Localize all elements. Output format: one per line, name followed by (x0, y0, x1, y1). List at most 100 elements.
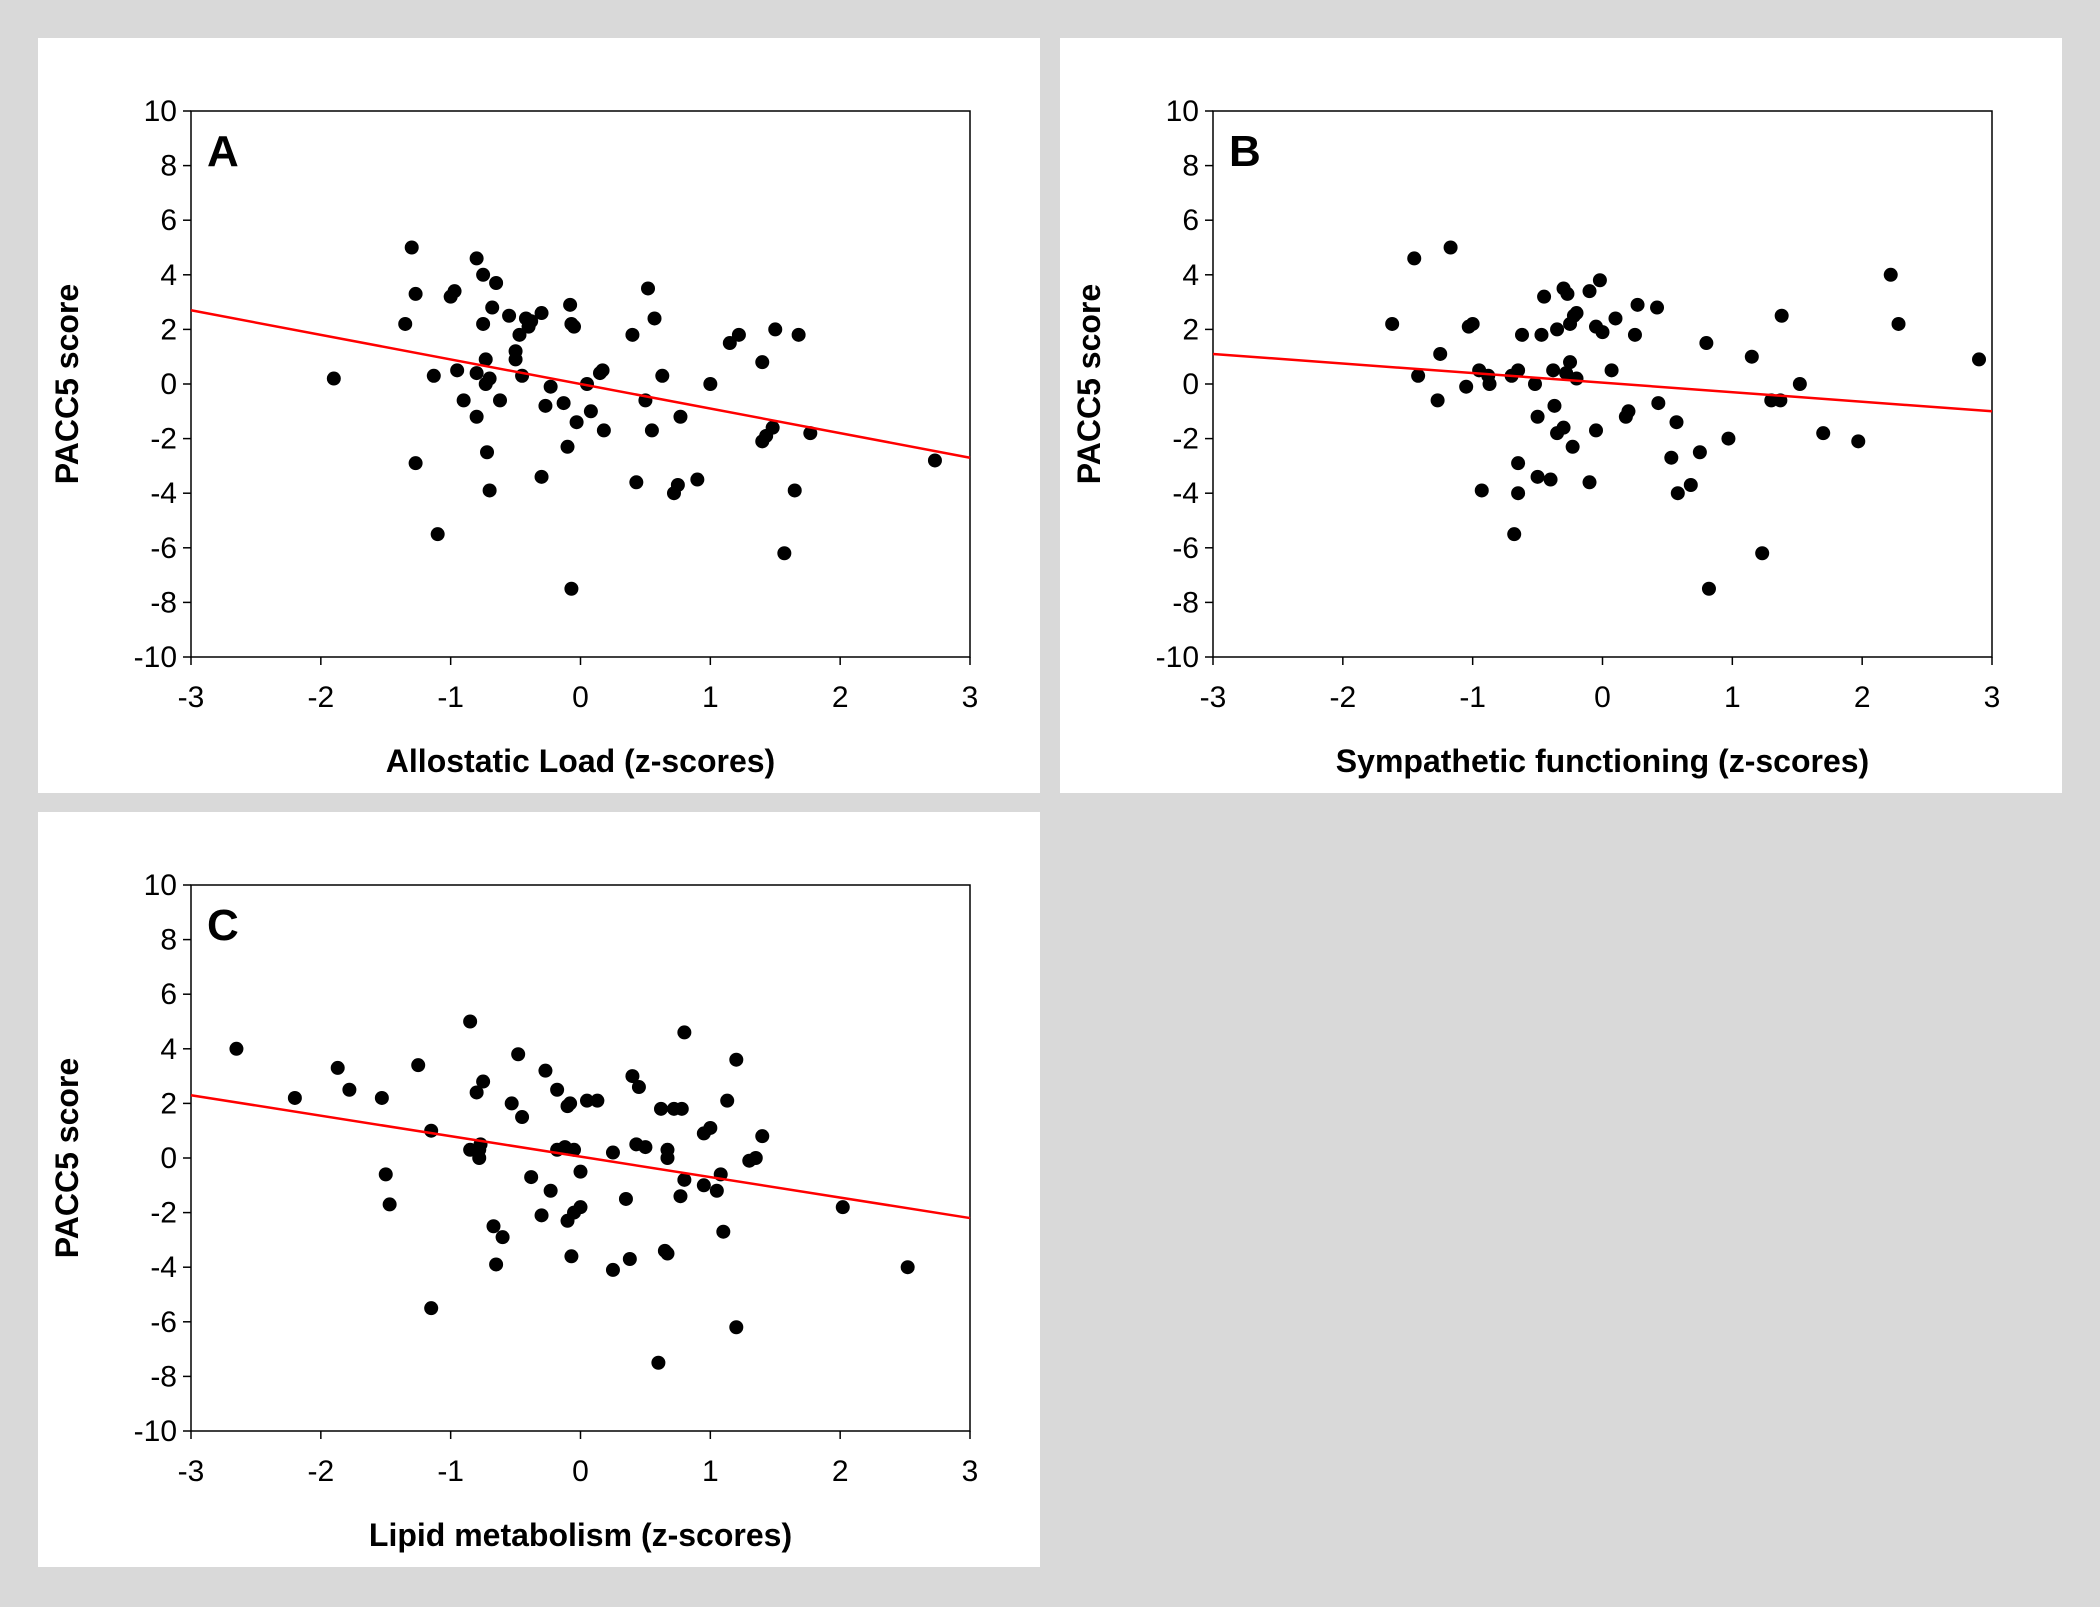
data-point (504, 1096, 519, 1111)
data-point (1511, 363, 1526, 378)
data-point (1651, 396, 1666, 411)
data-point (1589, 423, 1604, 438)
data-point (560, 439, 575, 454)
chart-panel-a: 10 8 6 4 2 0 -2 -4 -6 -8 -10 -3 -2 -1 0 1 2 3 Allostatic L… (38, 38, 1040, 793)
data-point (424, 1123, 439, 1138)
data-point (748, 1151, 763, 1165)
data-point (1582, 475, 1597, 490)
data-point (835, 1200, 850, 1215)
data-point (703, 377, 718, 391)
data-point (618, 1191, 633, 1206)
y-tick-label: 6 (160, 978, 177, 1011)
data-point (755, 355, 770, 370)
data-point (1430, 393, 1445, 408)
data-point (486, 1219, 501, 1234)
data-point (1530, 469, 1545, 484)
data-point (564, 1249, 579, 1264)
data-point (489, 275, 504, 290)
data-point (674, 1101, 689, 1116)
data-point (641, 281, 656, 296)
data-point (1816, 426, 1831, 441)
regression-line (1212, 352, 1993, 413)
data-point (1621, 404, 1636, 419)
y-axis-title: PACC5 score (49, 284, 85, 484)
data-point (765, 420, 780, 435)
y-tick-label: 2 (160, 1087, 177, 1120)
y-tick-label: 4 (1182, 259, 1199, 292)
data-point (729, 1320, 744, 1335)
data-point (567, 319, 582, 334)
data-point (382, 1197, 397, 1212)
chart-panel-c: 10 8 6 4 2 0 -2 -4 -6 -8 -10 -3 -2 -1 0 1 2 3 Lipid metabo… (38, 812, 1040, 1567)
data-point (660, 1151, 675, 1165)
data-point (716, 1224, 731, 1239)
data-point (638, 1140, 653, 1155)
y-tick-label: 8 (160, 150, 177, 183)
data-point (342, 1082, 357, 1097)
data-point (1556, 420, 1571, 435)
y-tick-label: -4 (150, 477, 177, 510)
data-point (493, 393, 508, 408)
y-tick-label: 8 (1182, 150, 1199, 183)
data-point (330, 1060, 345, 1075)
data-point (287, 1090, 302, 1105)
data-point (476, 316, 491, 331)
plot-frame (1212, 110, 1993, 658)
data-point (579, 1093, 594, 1108)
y-tick-label: 4 (160, 1033, 177, 1066)
data-point (1547, 398, 1562, 413)
data-point (631, 1080, 646, 1095)
data-point (1534, 327, 1549, 342)
data-point (378, 1167, 393, 1182)
data-point (563, 1096, 578, 1111)
data-point (1608, 311, 1623, 326)
data-point (534, 469, 549, 484)
y-tick-label: 8 (160, 924, 177, 957)
data-point (1683, 478, 1698, 493)
data-point (408, 286, 423, 301)
data-point (644, 423, 659, 438)
data-point (512, 327, 527, 342)
data-point (729, 1052, 744, 1067)
data-point (463, 1014, 478, 1029)
data-point (1443, 240, 1458, 255)
data-point (583, 404, 598, 419)
panel-letter: A (207, 127, 239, 176)
data-point (469, 409, 484, 424)
data-point (660, 1246, 675, 1261)
x-tick-label: 2 (832, 681, 849, 714)
data-point (731, 327, 746, 342)
data-point (1701, 581, 1716, 596)
x-axis-title: Lipid metabolism (z-scores) (369, 1517, 792, 1553)
data-point (1459, 379, 1474, 394)
data-point (622, 1252, 637, 1267)
data-point (408, 456, 423, 471)
data-point (803, 426, 818, 441)
data-point (1592, 273, 1607, 288)
data-point (653, 1101, 668, 1116)
data-point (1507, 527, 1522, 542)
data-point (1670, 486, 1685, 501)
y-tick-label: -8 (150, 586, 177, 619)
data-point (590, 1093, 605, 1108)
data-point (482, 371, 497, 386)
data-point (469, 251, 484, 266)
data-point (478, 352, 493, 367)
data-point (482, 483, 497, 498)
data-point (573, 1200, 588, 1215)
data-point (709, 1183, 724, 1198)
y-tick-label: -8 (1172, 586, 1199, 619)
data-point (508, 352, 523, 367)
y-tick-label: -10 (134, 1415, 177, 1448)
data-point (543, 1183, 558, 1198)
x-tick-label: -3 (178, 1455, 205, 1488)
data-point (573, 1164, 588, 1179)
y-tick-label: -2 (150, 423, 177, 456)
chart-panel-b: 10 8 6 4 2 0 -2 -4 -6 -8 -10 -3 -2 -1 0 1 2 3 Sympathetic … (1060, 38, 2062, 793)
data-point (563, 297, 578, 312)
y-tick-label: -10 (1156, 641, 1199, 674)
data-point (1433, 346, 1448, 361)
data-point (450, 363, 465, 378)
x-axis-title: Allostatic Load (z-scores) (386, 743, 775, 779)
